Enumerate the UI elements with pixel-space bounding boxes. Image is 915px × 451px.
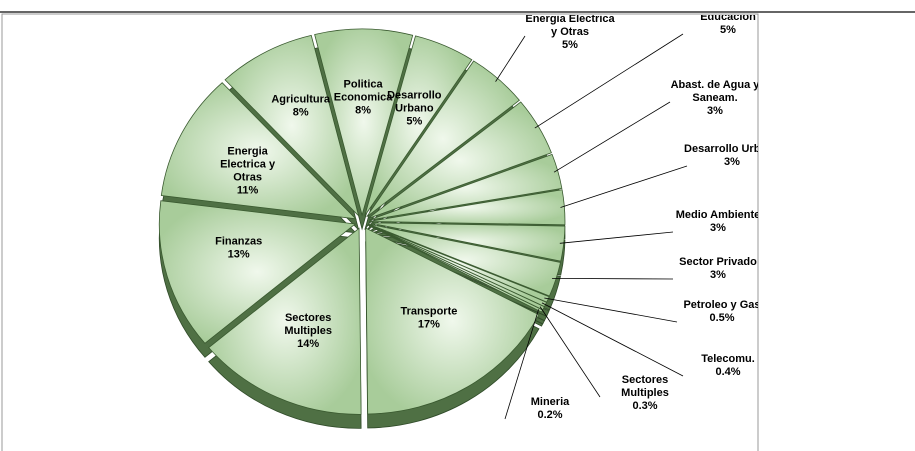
slice-label: Sectores Multiples [284,312,332,337]
slice-label: Telecomu. [701,353,755,365]
slice [160,82,357,220]
slice-label: Politica Economica [334,79,394,104]
slice [366,60,521,218]
leader-line [539,306,601,398]
leader-line [504,309,540,420]
value-label: 14% [297,338,319,350]
slice-label: Finanzas [215,235,262,247]
value-label: 3% [710,269,726,281]
slice-label: Medio Ambiente [676,209,761,221]
slice-label: Abast. de Agua y Saneam. [671,79,761,104]
slice [368,189,566,226]
value-label: 0.5% [709,312,734,324]
value-label: 0.3% [632,400,657,412]
leader-line [495,35,526,82]
leader-line [559,231,674,244]
slice-label: Sectores Multiples [621,374,669,399]
slice [368,222,566,262]
value-label: 17% [418,318,440,330]
slice [365,227,540,415]
value-label: 8% [355,105,371,117]
value-label: 3% [707,105,723,117]
slice [224,34,360,218]
value-label: 5% [720,24,736,36]
leader-line [560,165,688,208]
value-label: 8% [293,106,309,118]
value-label: 0.2% [537,409,562,421]
slice-label: Petroleo y Gas [683,299,760,311]
slice-label: Desarrollo Urbano [387,89,442,114]
value-label: 0.4% [715,366,740,378]
leader-line [544,297,678,323]
slice [208,227,362,415]
slice-label: Mineria [531,396,570,408]
slice [314,28,414,217]
value-label: 13% [228,248,250,260]
slice [364,35,473,216]
slice-label: Sector Privado [679,256,757,268]
slice-label: Agricultura [271,93,331,105]
slice [158,200,357,344]
value-label: 3% [724,156,740,168]
leader-line [552,277,674,280]
value-label: 5% [562,39,578,51]
slice [368,223,561,297]
leader-line [534,33,684,129]
slice-label: Transporte [401,305,458,317]
slice-label: Educación [700,11,756,23]
value-label: 5% [406,115,422,127]
slice-label: Desarrollo Urbano [684,143,780,155]
slice [368,153,563,221]
leader-line [541,302,684,377]
slice-label: Energia Electrica y Otras [220,145,276,183]
value-label: 11% [237,184,259,196]
leader-line [553,101,671,173]
value-label: 3% [710,222,726,234]
slice-label: Energia Electrica y Otras [525,13,615,38]
